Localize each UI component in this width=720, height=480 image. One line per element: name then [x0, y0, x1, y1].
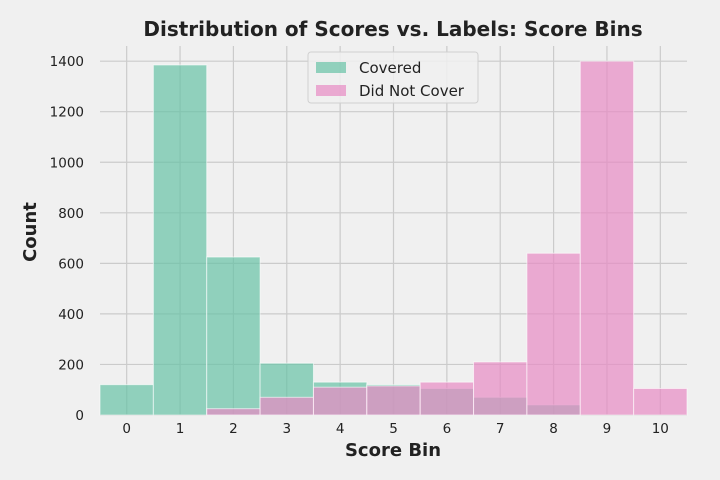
- bar-did-not-cover: [579, 60, 635, 416]
- legend-swatch: [316, 62, 346, 73]
- y-axis-label: Count: [20, 202, 41, 262]
- x-tick-label: 9: [603, 421, 612, 437]
- bar-covered: [152, 64, 208, 416]
- y-tick-label: 200: [58, 357, 84, 373]
- x-tick-label: 6: [443, 421, 452, 437]
- x-tick-label: 5: [389, 421, 398, 437]
- bar-did-not-cover: [526, 252, 581, 416]
- x-tick-label: 2: [229, 421, 238, 437]
- x-tick-label: 0: [122, 421, 131, 437]
- x-tick-label: 7: [496, 421, 505, 437]
- y-tick-label: 800: [58, 206, 84, 222]
- legend-swatch: [316, 85, 346, 96]
- x-tick-label: 8: [549, 421, 558, 437]
- bar-covered: [99, 384, 154, 416]
- legend: Covered Did Not Cover: [307, 51, 479, 104]
- x-tick-label: 3: [282, 421, 291, 437]
- legend-label: Did Not Cover: [359, 82, 465, 100]
- y-tick-label: 0: [75, 408, 84, 424]
- x-axis-label: Score Bin: [345, 440, 441, 461]
- tick-labels: 0 200 400 600 800 1000 1200 1400 0 1 2 3 4 5 6 7 8 9 10: [50, 54, 669, 437]
- bars: [99, 60, 688, 416]
- bar-covered: [206, 256, 261, 416]
- legend-label: Covered: [359, 59, 421, 77]
- x-tick-label: 10: [652, 421, 669, 437]
- legend-frame: [307, 51, 479, 104]
- y-tick-label: 1200: [50, 105, 84, 121]
- bar-did-not-cover: [473, 361, 528, 416]
- chart-title: Distribution of Scores vs. Labels: Score…: [143, 17, 642, 41]
- x-tick-label: 1: [176, 421, 185, 437]
- y-tick-label: 1400: [50, 54, 84, 70]
- bar-did-not-cover: [206, 408, 261, 416]
- y-tick-label: 400: [58, 307, 84, 323]
- bar-did-not-cover: [312, 386, 368, 416]
- bar-did-not-cover: [633, 387, 688, 416]
- bar-did-not-cover: [366, 385, 421, 416]
- y-tick-label: 600: [58, 256, 84, 272]
- bar-did-not-cover: [419, 381, 475, 416]
- bar-did-not-cover: [259, 396, 314, 416]
- y-tick-label: 1000: [50, 155, 84, 171]
- x-tick-label: 4: [336, 421, 345, 437]
